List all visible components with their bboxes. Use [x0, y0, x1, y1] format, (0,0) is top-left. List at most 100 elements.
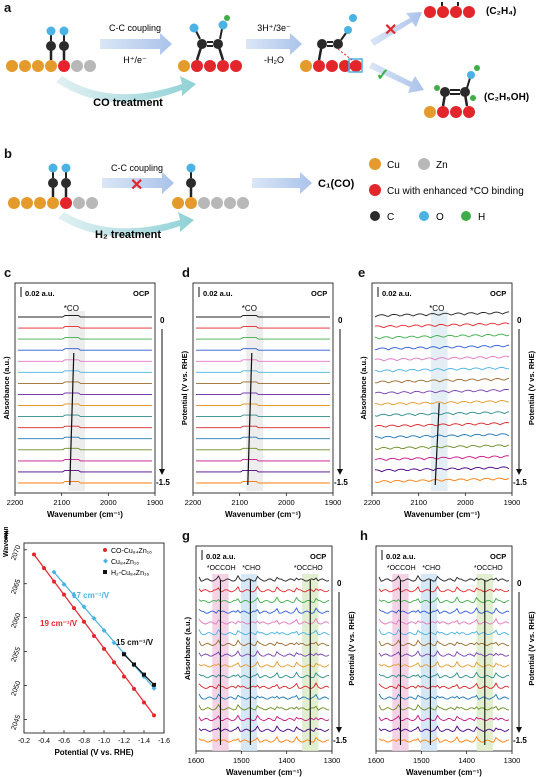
a-check-mark: ✓ [376, 67, 389, 84]
legend-cu-dot [369, 158, 381, 170]
ir-bottom-value: -1.5 [513, 478, 527, 487]
ir-trace [374, 311, 510, 318]
ir-x-tick-label: 2100 [53, 498, 70, 507]
ir-ocp-label: OCP [311, 289, 327, 298]
f-data-point [142, 700, 146, 705]
ir-trace [374, 444, 510, 451]
ir-trace [196, 414, 330, 418]
ir-x-label: Wavenumber (cm⁻¹) [225, 510, 301, 519]
ir-bottom-value: -1.5 [333, 736, 347, 745]
a-step1-top: C-C coupling [109, 23, 161, 33]
ir-trace [196, 381, 330, 384]
ir-top-value: 0 [517, 579, 522, 588]
ir-highlight-band [246, 311, 263, 491]
ir-highlight-band [430, 311, 448, 491]
ir-x-tick-label: 2000 [457, 498, 474, 507]
ir-x-tick-label: 1900 [504, 498, 521, 507]
ir-peak-guide [247, 352, 253, 486]
ir-top-value: 0 [338, 316, 343, 325]
ir-trace [196, 425, 330, 429]
ir-x-tick-label: 1900 [325, 498, 342, 507]
atom-legend: Cu Zn Cu with enhanced *CO binding C O H [369, 158, 524, 223]
ir-top-value: 0 [160, 316, 165, 325]
ir-arrow-head [516, 469, 522, 475]
ir-trace [196, 315, 330, 318]
ir-trace [196, 370, 330, 373]
ir-peak-guide [69, 352, 75, 486]
ir-x-tick-label: 1500 [413, 756, 430, 765]
ir-panel-d: *CO 0.02 a.u. OCP 0 -1.5 2200 2100 2000 1900 Wave… [180, 282, 348, 519]
a-surface-2 [178, 15, 242, 72]
ir-trace [374, 366, 510, 373]
ir-x-tick-label: 1300 [324, 756, 341, 765]
f-data-point [82, 619, 86, 624]
ir-trace [196, 348, 330, 351]
ir-trace [374, 433, 510, 439]
ir-trace [18, 447, 152, 451]
ir-ocp-label: OCP [310, 552, 326, 561]
ir-trace [18, 458, 152, 462]
ir-peak-label: *CHO [242, 565, 261, 572]
ir-x-tick-label: 2200 [364, 498, 381, 507]
panel-label-c: c [4, 265, 12, 280]
legend-zn-dot [418, 158, 430, 170]
f-slope-label: 15 cm⁻¹/V [116, 638, 154, 647]
a-product-c2h5oh [424, 65, 480, 118]
f-legend-entry: Cu₈₄Zn₁₆ [111, 559, 139, 566]
ir-trace [374, 466, 510, 473]
ir-trace [18, 425, 152, 429]
f-legend-marker [103, 558, 108, 564]
ir-x-label: Wavenumber (cm⁻¹) [404, 510, 480, 519]
ir-arrow-head [159, 469, 165, 475]
ir-trace [196, 359, 330, 362]
f-slope-label: 19 cm⁻¹/V [40, 619, 78, 628]
a-arrow-up [370, 12, 422, 46]
f-data-point [52, 579, 56, 584]
ir-trace [18, 436, 152, 440]
schematic-ab: C-C coupling H⁺/e⁻ CO treatment 3H⁺/3e⁻ … [6, 2, 529, 241]
f-data-point [51, 569, 57, 575]
f-y-tick-label: 2055 [11, 646, 23, 663]
ir-peak-label: *CO [64, 304, 79, 313]
ir-trace [18, 348, 152, 351]
ir-peak-label: *OCCHO [474, 565, 503, 572]
f-data-point [92, 633, 96, 638]
f-x-tick-label: -0.4 [38, 738, 50, 745]
ir-panel-g: *OCCOH *CHO *OCCHO 0.02 a.u. OCP 0 -1.5 1600 150… [183, 545, 356, 777]
f-fit-line [123, 653, 155, 686]
a-step2-top: 3H⁺/3e⁻ [257, 23, 291, 33]
ir-x-tick-label: 2100 [410, 498, 427, 507]
ir-peak-guide [434, 402, 440, 486]
a-product-c2h4 [424, 2, 475, 18]
panel-label-a: a [4, 0, 12, 15]
ir-x-tick-label: 1400 [458, 756, 475, 765]
f-legend-entry: H₂-Cu₈₄Zn₁₆ [111, 570, 149, 577]
ir-y-label-left: Absorbance (a.u.) [2, 356, 11, 420]
a-arrow-down [369, 62, 424, 93]
legend-cu: Cu [387, 160, 400, 171]
f-data-point [112, 660, 116, 665]
f-legend-marker [103, 570, 107, 574]
f-y-label: Wavenumber (cm⁻¹) [3, 527, 10, 557]
ir-trace [374, 344, 510, 351]
f-data-point [101, 628, 107, 634]
a-arrow-1 [100, 33, 172, 55]
ir-ocp-label: OCP [490, 552, 506, 561]
ir-peak-label: *CO [242, 304, 257, 313]
ir-scale-label: 0.02 a.u. [382, 289, 412, 298]
ir-frame [375, 545, 513, 752]
ir-y-label-left: Potential (V vs. RHE) [180, 350, 189, 425]
legend-h-dot [461, 211, 471, 221]
f-data-point [72, 606, 76, 611]
ir-y-label-left: Absorbance (a.u.) [359, 356, 368, 420]
ir-frame [371, 282, 513, 494]
b-curve-arrow [58, 212, 194, 237]
ir-frame [14, 282, 156, 494]
ir-bottom-value: -1.5 [334, 478, 348, 487]
ir-trace [196, 447, 330, 451]
ir-trace [374, 355, 510, 362]
f-y-tick-label: 2060 [11, 612, 23, 629]
ir-scale-label: 0.02 a.u. [25, 289, 55, 298]
b-arrow-2 [252, 172, 312, 194]
